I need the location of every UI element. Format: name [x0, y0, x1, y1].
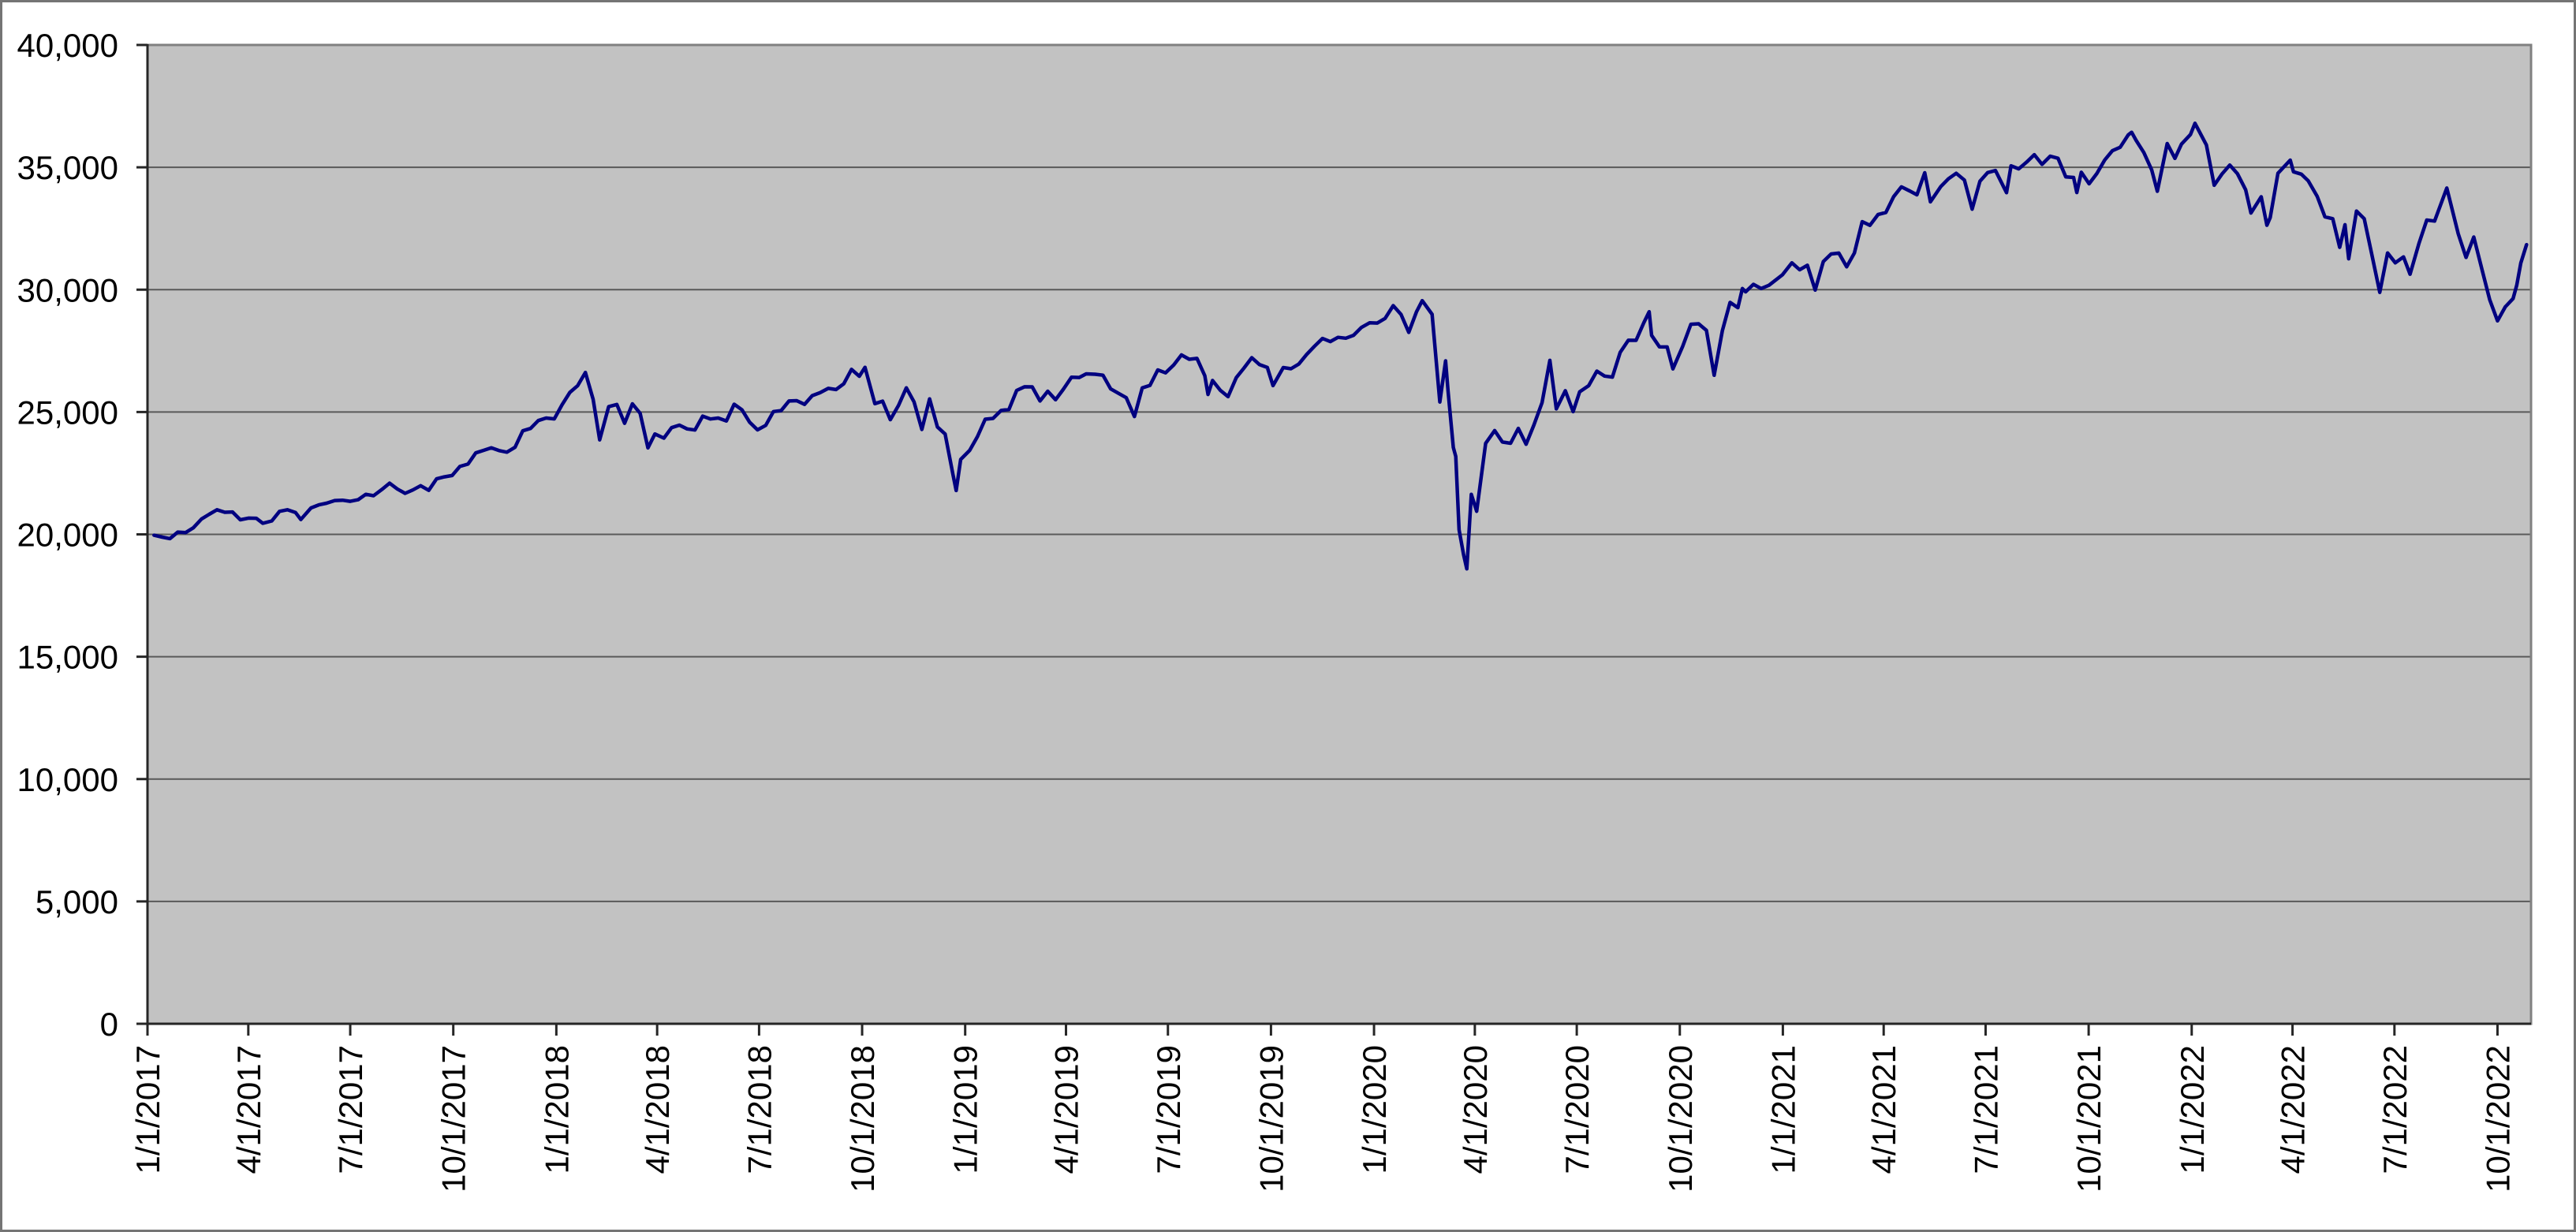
y-axis-label: 0: [100, 1006, 118, 1043]
x-axis-label: 1/1/2017: [129, 1045, 166, 1174]
x-axis-label: 7/1/2020: [1559, 1045, 1596, 1174]
y-axis-label: 10,000: [17, 761, 118, 798]
x-axis-label: 4/1/2022: [2275, 1045, 2312, 1174]
x-axis-label: 7/1/2018: [741, 1045, 778, 1174]
x-axis-label: 10/1/2020: [1662, 1045, 1699, 1193]
y-axis-label: 20,000: [17, 517, 118, 554]
x-axis-label: 1/1/2022: [2174, 1045, 2211, 1174]
x-axis-label: 1/1/2020: [1356, 1045, 1393, 1174]
x-axis-label: 7/1/2021: [1968, 1045, 2005, 1174]
x-axis-label: 1/1/2019: [947, 1045, 984, 1174]
x-axis-label: 4/1/2021: [1865, 1045, 1902, 1174]
x-axis-label: 10/1/2021: [2070, 1045, 2107, 1193]
x-axis-label: 4/1/2017: [230, 1045, 267, 1174]
y-axis-label: 5,000: [35, 883, 118, 920]
x-axis-label: 4/1/2019: [1048, 1045, 1085, 1174]
x-axis-label: 7/1/2019: [1150, 1045, 1187, 1174]
x-axis-label: 10/1/2019: [1253, 1045, 1290, 1193]
y-axis-label: 15,000: [17, 639, 118, 676]
y-axis-label: 35,000: [17, 149, 118, 186]
x-axis-label: 7/1/2017: [332, 1045, 369, 1174]
djia-series-line: [152, 121, 2529, 571]
x-axis-label: 10/1/2017: [435, 1045, 472, 1193]
x-axis-label: 4/1/2018: [639, 1045, 676, 1174]
y-axis-label: 25,000: [17, 394, 118, 431]
x-axis-label: 1/1/2018: [538, 1045, 575, 1174]
x-axis-label: 7/1/2022: [2376, 1045, 2414, 1174]
x-axis-label: 1/1/2021: [1764, 1045, 1801, 1174]
x-axis-label: 10/1/2018: [844, 1045, 881, 1193]
y-axis-label: 30,000: [17, 271, 118, 308]
x-axis-label: 4/1/2020: [1457, 1045, 1494, 1174]
y-axis-label: 40,000: [17, 27, 118, 64]
x-axis-label: 10/1/2022: [2480, 1045, 2517, 1193]
